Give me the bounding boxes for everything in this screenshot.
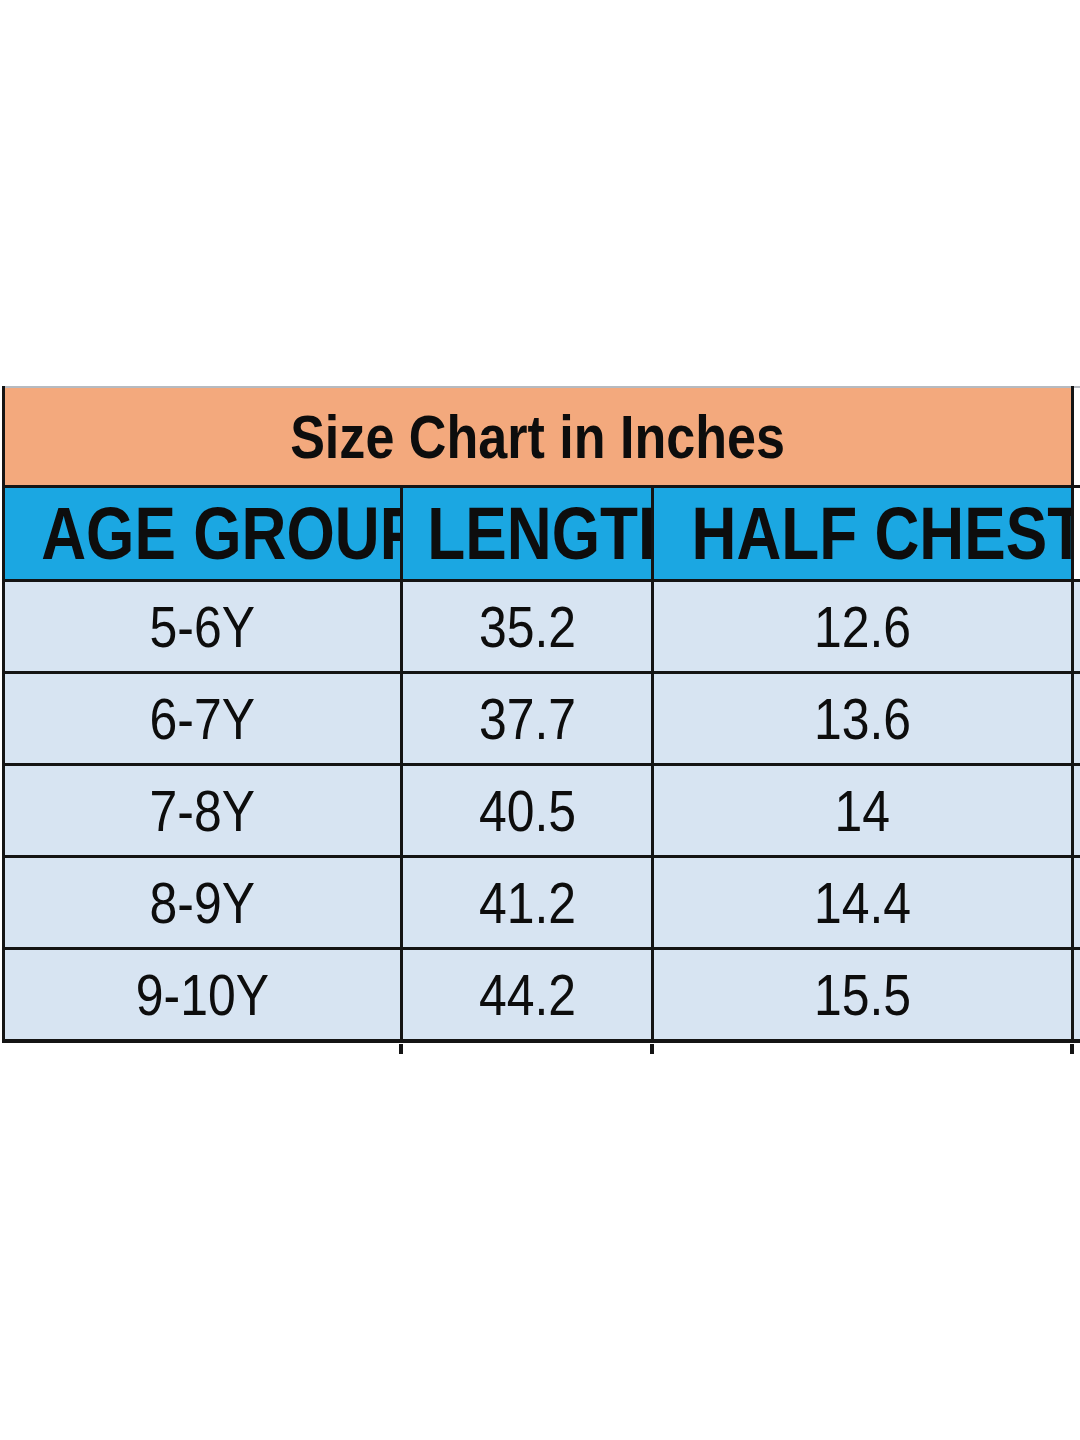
age-group-cell: 7-8Y	[4, 765, 402, 857]
length-value: 40.5	[478, 777, 575, 844]
age-group-cell: 8-9Y	[4, 857, 402, 949]
length-value: 35.2	[478, 593, 575, 660]
gridline-stub	[1070, 1044, 1074, 1054]
length-value: 41.2	[478, 869, 575, 936]
length-value: 44.2	[478, 961, 575, 1028]
half-chest-cell: 12.6	[653, 581, 1073, 673]
half-chest-cell: 13.6	[653, 673, 1073, 765]
table-row: 8-9Y 41.2 14.4	[4, 857, 1080, 949]
half-chest-value: 14.4	[814, 869, 911, 936]
gridline-stub	[650, 1044, 654, 1054]
length-cell: 44.2	[402, 949, 653, 1042]
age-group-cell: 9-10Y	[4, 949, 402, 1042]
half-chest-cell: 15.5	[653, 949, 1073, 1042]
edge-sliver-cell	[1073, 673, 1080, 765]
col-header-age-group-label: AGE GROUP	[41, 491, 401, 576]
age-group-cell: 5-6Y	[4, 581, 402, 673]
gridline-stub	[399, 1044, 403, 1054]
table-row: 7-8Y 40.5 14	[4, 765, 1080, 857]
col-header-half-chest: HALF CHEST	[653, 487, 1073, 581]
edge-sliver-cell	[1073, 387, 1080, 487]
edge-sliver-cell	[1073, 487, 1080, 581]
half-chest-value: 12.6	[814, 593, 911, 660]
half-chest-value: 14	[835, 777, 890, 844]
half-chest-value: 13.6	[814, 685, 911, 752]
half-chest-value: 15.5	[814, 961, 911, 1028]
half-chest-cell: 14	[653, 765, 1073, 857]
col-header-length-label: LENGTH	[427, 491, 652, 576]
age-group-value: 7-8Y	[150, 777, 255, 844]
header-row: AGE GROUP LENGTH HALF CHEST	[4, 487, 1080, 581]
table-row: 6-7Y 37.7 13.6	[4, 673, 1080, 765]
title-row: Size Chart in Inches	[4, 387, 1080, 487]
size-chart-table: Size Chart in Inches AGE GROUP LENGTH HA…	[2, 386, 1080, 1043]
length-cell: 41.2	[402, 857, 653, 949]
edge-sliver-cell	[1073, 765, 1080, 857]
page: Size Chart in Inches AGE GROUP LENGTH HA…	[0, 0, 1080, 1440]
length-cell: 35.2	[402, 581, 653, 673]
half-chest-cell: 14.4	[653, 857, 1073, 949]
table-title-text: Size Chart in Inches	[291, 401, 786, 472]
age-group-value: 5-6Y	[150, 593, 255, 660]
age-group-cell: 6-7Y	[4, 673, 402, 765]
edge-sliver-cell	[1073, 949, 1080, 1042]
length-cell: 37.7	[402, 673, 653, 765]
col-header-half-chest-label: HALF CHEST	[691, 491, 1072, 576]
table-row: 5-6Y 35.2 12.6	[4, 581, 1080, 673]
length-cell: 40.5	[402, 765, 653, 857]
table-title: Size Chart in Inches	[4, 387, 1073, 487]
table-row: 9-10Y 44.2 15.5	[4, 949, 1080, 1042]
edge-sliver-cell	[1073, 857, 1080, 949]
size-chart: Size Chart in Inches AGE GROUP LENGTH HA…	[2, 386, 1080, 1043]
age-group-value: 9-10Y	[136, 961, 269, 1028]
age-group-value: 6-7Y	[150, 685, 255, 752]
edge-sliver-cell	[1073, 581, 1080, 673]
col-header-age-group: AGE GROUP	[4, 487, 402, 581]
length-value: 37.7	[478, 685, 575, 752]
col-header-length: LENGTH	[402, 487, 653, 581]
age-group-value: 8-9Y	[150, 869, 255, 936]
